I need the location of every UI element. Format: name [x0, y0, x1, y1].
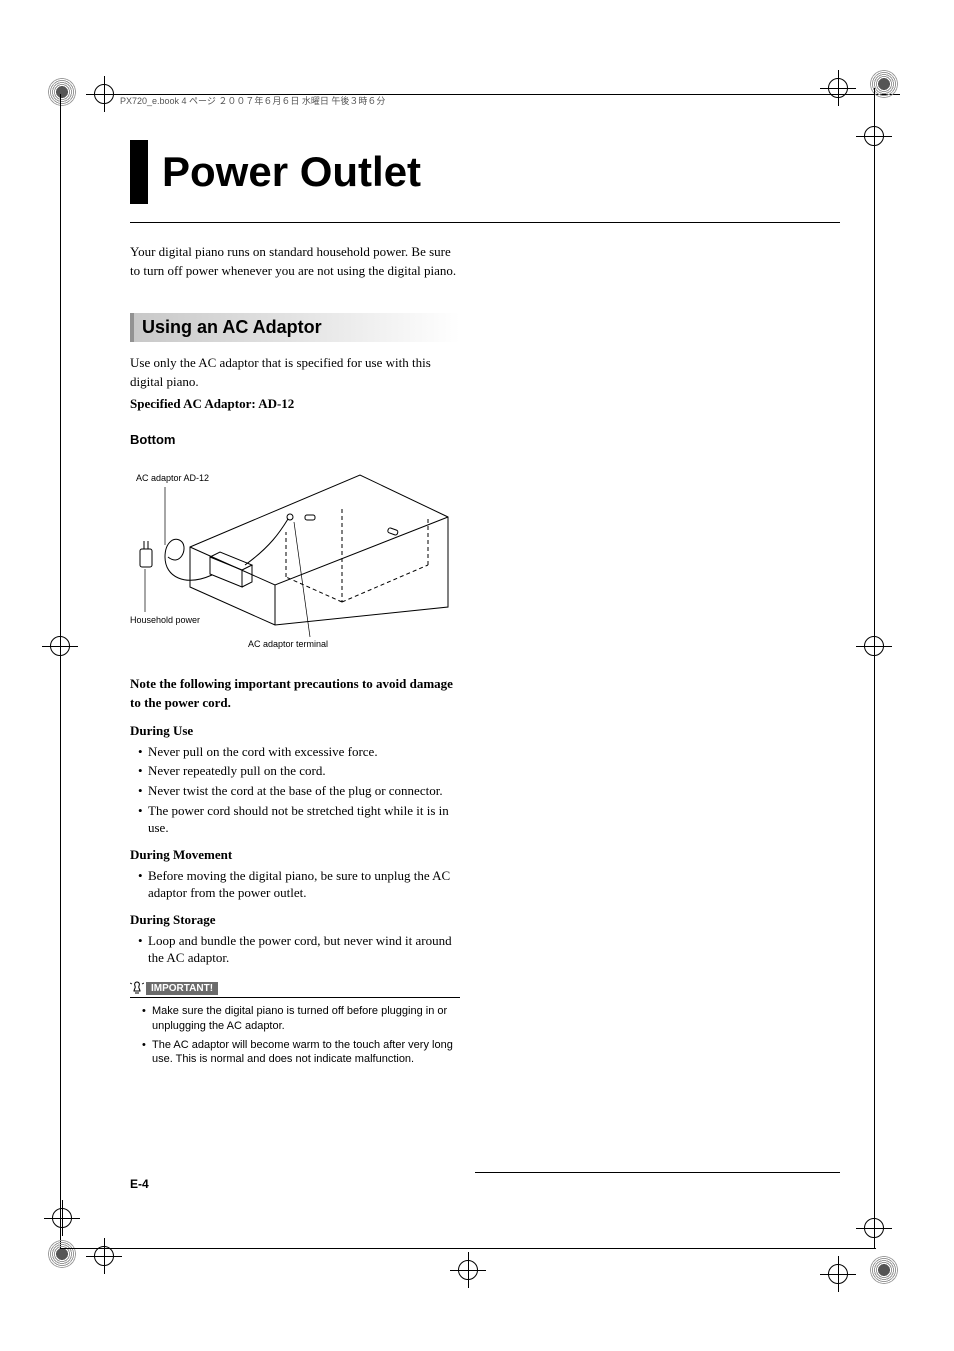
important-icon — [130, 981, 144, 995]
section-body: Use only the AC adaptor that is specifie… — [130, 354, 460, 392]
section-heading-ac-adaptor: Using an AC Adaptor — [130, 313, 460, 342]
crop-target-tr — [820, 70, 856, 106]
left-column: Your digital piano runs on standard hous… — [130, 243, 460, 1067]
specified-adaptor: Specified AC Adaptor: AD-12 — [130, 395, 460, 414]
important-list: Make sure the digital piano is turned of… — [130, 1004, 460, 1067]
crop-corner-tl — [48, 78, 76, 106]
list-item: The power cord should not be stretched t… — [138, 802, 460, 837]
during-use-list: Never pull on the cord with excessive fo… — [130, 743, 460, 837]
important-block: IMPORTANT! — [130, 981, 460, 998]
list-item: The AC adaptor will become warm to the t… — [142, 1038, 460, 1068]
during-movement-list: Before moving the digital piano, be sure… — [130, 867, 460, 902]
crop-target-bc — [450, 1252, 486, 1288]
during-storage-heading: During Storage — [130, 912, 460, 928]
diagram-label-terminal: AC adaptor terminal — [248, 639, 328, 649]
page-number: E-4 — [130, 1177, 149, 1191]
during-movement-heading: During Movement — [130, 847, 460, 863]
crop-target-br — [820, 1256, 856, 1292]
adaptor-diagram: AC adaptor AD-12 Household power AC adap… — [130, 457, 460, 652]
crop-target-bl2 — [44, 1200, 80, 1236]
title-underline — [130, 222, 840, 223]
list-item: Never pull on the cord with excessive fo… — [138, 743, 460, 761]
intro-paragraph: Your digital piano runs on standard hous… — [130, 243, 460, 281]
diagram-label-household: Household power — [130, 615, 200, 625]
crop-corner-bl — [48, 1240, 76, 1268]
list-item: Make sure the digital piano is turned of… — [142, 1004, 460, 1034]
crop-line-right — [874, 88, 875, 1248]
during-use-heading: During Use — [130, 723, 460, 739]
list-item: Loop and bundle the power cord, but neve… — [138, 932, 460, 967]
bottom-heading: Bottom — [130, 432, 460, 447]
list-item: Never twist the cord at the base of the … — [138, 782, 460, 800]
page-content: Power Outlet Your digital piano runs on … — [130, 140, 840, 1071]
title-block: Power Outlet — [130, 140, 840, 204]
important-label: IMPORTANT! — [146, 982, 218, 995]
column-divider — [475, 1172, 840, 1173]
page-title: Power Outlet — [148, 140, 421, 204]
crop-target-bl — [86, 1238, 122, 1274]
during-storage-list: Loop and bundle the power cord, but neve… — [130, 932, 460, 967]
crop-line-left — [60, 94, 61, 1249]
diagram-label-adaptor: AC adaptor AD-12 — [136, 473, 209, 483]
crop-target-br2 — [856, 1210, 892, 1246]
crop-corner-br — [870, 1256, 898, 1284]
note-heading: Note the following important precautions… — [130, 675, 460, 713]
crop-line-bottom — [60, 1248, 876, 1249]
page-header-line: PX720_e.book 4 ページ ２００７年６月６日 水曜日 午後３時６分 — [120, 94, 385, 107]
list-item: Never repeatedly pull on the cord. — [138, 762, 460, 780]
list-item: Before moving the digital piano, be sure… — [138, 867, 460, 902]
title-bar-decoration — [130, 140, 148, 204]
